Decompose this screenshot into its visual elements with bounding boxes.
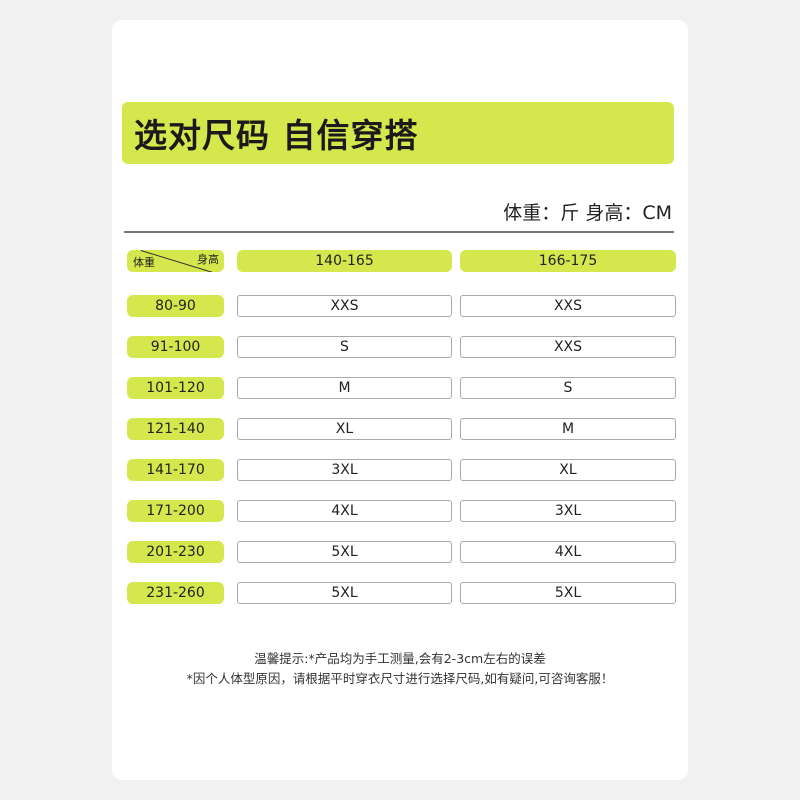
weight-label: 121-140	[127, 418, 224, 440]
size-cell: 4XL	[237, 500, 452, 522]
note-line: 温馨提示:*产品均为手工测量,会有2-3cm左右的误差	[254, 651, 546, 666]
size-cell: XXS	[460, 336, 676, 358]
column-header: 140-165	[237, 250, 452, 272]
size-cell: XL	[237, 418, 452, 440]
note-line: *因个人体型原因，请根据平时穿衣尺寸进行选择尺码,如有疑问,可咨询客服！	[186, 671, 614, 686]
size-cell: S	[237, 336, 452, 358]
divider	[124, 231, 674, 233]
weight-label: 91-100	[127, 336, 224, 358]
size-cell: 3XL	[237, 459, 452, 481]
column-header: 166-175	[460, 250, 676, 272]
size-cell: XXS	[460, 295, 676, 317]
size-cell: M	[460, 418, 676, 440]
size-cell: S	[460, 377, 676, 399]
corner-header: 体重 身高	[127, 250, 224, 272]
size-cell: 5XL	[237, 541, 452, 563]
size-cell: 5XL	[237, 582, 452, 604]
weight-label: 101-120	[127, 377, 224, 399]
weight-label: 201-230	[127, 541, 224, 563]
size-cell: 5XL	[460, 582, 676, 604]
units-label: 体重：斤 身高：CM	[503, 202, 672, 224]
size-cell: XL	[460, 459, 676, 481]
size-cell: XXS	[237, 295, 452, 317]
page-title: 选对尺码 自信穿搭	[122, 102, 674, 164]
weight-axis-label: 体重	[133, 256, 155, 269]
size-cell: 4XL	[460, 541, 676, 563]
height-axis-label: 身高	[197, 253, 219, 266]
weight-label: 141-170	[127, 459, 224, 481]
size-cell: 3XL	[460, 500, 676, 522]
weight-label: 231-260	[127, 582, 224, 604]
weight-label: 171-200	[127, 500, 224, 522]
weight-label: 80-90	[127, 295, 224, 317]
size-cell: M	[237, 377, 452, 399]
